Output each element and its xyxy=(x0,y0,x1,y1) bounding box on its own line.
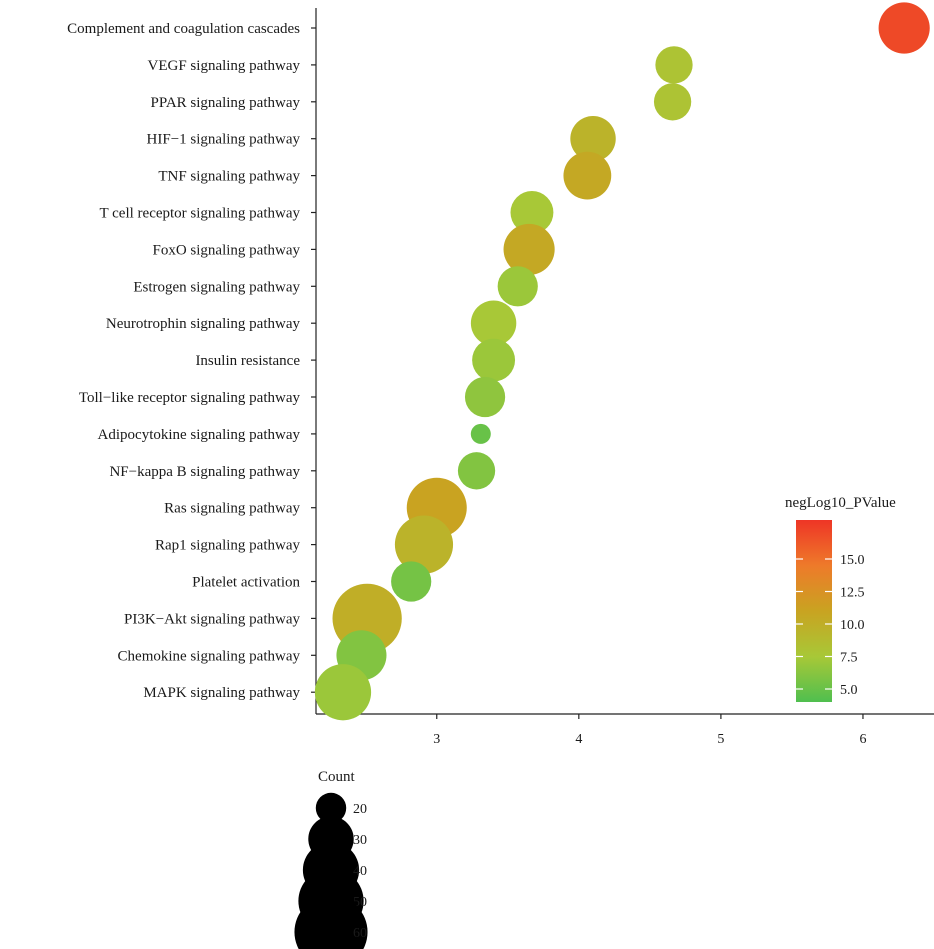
colorbar-ticks: 5.0 7.5 10.0 12.5 15.0 xyxy=(796,553,865,698)
data-point xyxy=(655,46,693,84)
data-point xyxy=(653,83,692,121)
data-points xyxy=(314,2,930,721)
data-point xyxy=(391,561,432,602)
colorbar xyxy=(796,520,832,702)
y-axis-ticks xyxy=(311,27,316,693)
size-legend-label: 60 xyxy=(353,926,367,941)
y-tick-label: HIF−1 signaling pathway xyxy=(147,132,301,148)
size-legend-label: 30 xyxy=(353,833,367,848)
data-point xyxy=(510,191,554,234)
x-tick-label: 5 xyxy=(717,732,724,747)
size-legend-label: 20 xyxy=(353,802,367,817)
y-tick-label: TNF signaling pathway xyxy=(158,169,300,185)
colorbar-tick-label: 12.5 xyxy=(840,586,865,601)
data-point xyxy=(464,376,506,418)
data-point xyxy=(394,515,454,574)
data-point xyxy=(503,223,555,275)
y-tick-label: T cell receptor signaling pathway xyxy=(100,206,301,222)
data-point xyxy=(457,452,496,490)
y-tick-label: Rap1 signaling pathway xyxy=(155,538,300,554)
colorbar-tick-label: 10.0 xyxy=(840,618,865,633)
plot-area: Complement and coagulation cascades VEGF … xyxy=(67,2,934,747)
y-tick-label: Estrogen signaling pathway xyxy=(133,279,300,295)
colorbar-tick-label: 15.0 xyxy=(840,553,865,568)
data-point xyxy=(878,2,930,54)
x-tick-label: 3 xyxy=(433,732,440,747)
data-point xyxy=(570,115,616,162)
colorbar-tick-label: 5.0 xyxy=(840,683,858,698)
y-tick-label: Neurotrophin signaling pathway xyxy=(106,316,301,332)
y-tick-label: VEGF signaling pathway xyxy=(148,58,301,74)
colorbar-tick-label: 7.5 xyxy=(840,651,858,666)
x-axis-ticks: 3 4 5 6 xyxy=(433,714,866,747)
y-tick-label: NF−kappa B signaling pathway xyxy=(109,464,300,480)
data-point xyxy=(497,266,538,307)
y-tick-label: Platelet activation xyxy=(192,575,300,591)
size-legend-label: 40 xyxy=(353,864,367,879)
y-tick-label: Ras signaling pathway xyxy=(164,501,300,517)
size-legend-dot xyxy=(294,895,368,949)
data-point xyxy=(470,300,517,346)
color-legend: negLog10_PValue 5.0 7.5 10.0 12.5 15.0 xyxy=(785,495,896,702)
y-tick-label: FoxO signaling pathway xyxy=(153,242,301,258)
y-tick-label: Complement and coagulation cascades xyxy=(67,21,300,37)
y-tick-label: Toll−like receptor signaling pathway xyxy=(79,390,301,406)
y-axis-labels: Complement and coagulation cascades VEGF … xyxy=(67,21,300,701)
color-legend-title: negLog10_PValue xyxy=(785,495,896,511)
y-tick-label: Insulin resistance xyxy=(195,353,300,369)
data-point xyxy=(472,338,516,382)
y-tick-label: PI3K−Akt signaling pathway xyxy=(124,611,300,627)
data-point xyxy=(563,151,612,200)
y-tick-label: Chemokine signaling pathway xyxy=(118,648,301,664)
y-tick-label: MAPK signaling pathway xyxy=(143,685,300,701)
x-tick-label: 4 xyxy=(575,732,582,747)
size-legend-title: Count xyxy=(318,769,356,785)
data-point xyxy=(470,423,491,444)
size-legend-dot xyxy=(315,792,347,824)
x-tick-label: 6 xyxy=(859,732,866,747)
data-point xyxy=(314,664,372,721)
y-tick-label: Adipocytokine signaling pathway xyxy=(98,427,301,443)
y-tick-label: PPAR signaling pathway xyxy=(151,95,301,111)
